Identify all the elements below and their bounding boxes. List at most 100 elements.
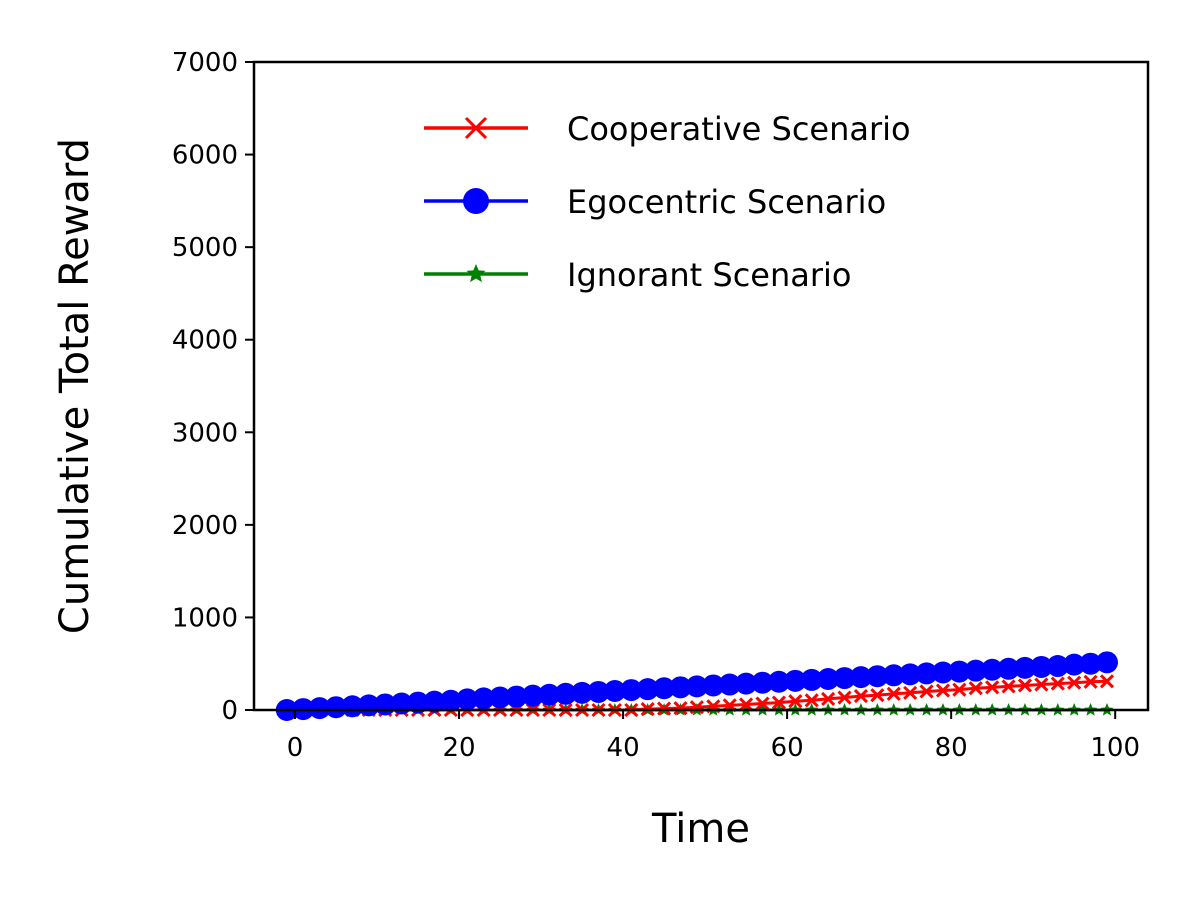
data-point	[739, 697, 754, 712]
data-point	[1001, 679, 1016, 694]
y-tick-label: 7000	[172, 48, 238, 78]
data-point	[685, 675, 708, 698]
data-point	[554, 682, 577, 705]
data-point	[1079, 652, 1102, 675]
y-tick-label: 5000	[172, 233, 238, 263]
data-point	[673, 701, 688, 716]
data-point	[657, 701, 672, 716]
data-point	[849, 666, 872, 689]
data-point	[1067, 675, 1082, 690]
data-point	[804, 693, 819, 708]
data-point	[521, 684, 544, 707]
data-point	[341, 695, 364, 718]
legend-marker	[463, 188, 489, 214]
data-point	[587, 680, 610, 703]
data-point	[964, 659, 987, 682]
data-point	[735, 672, 758, 695]
data-point	[423, 690, 446, 713]
x-tick-label: 60	[771, 733, 804, 763]
data-point	[636, 678, 659, 701]
legend-item: Ignorant Scenario	[424, 256, 851, 294]
data-point	[1013, 656, 1036, 679]
data-point	[948, 660, 971, 683]
data-point	[505, 685, 528, 708]
y-axis: 0 1000 2000 3000 4000 5000 6000 7000	[172, 48, 254, 726]
data-point	[472, 687, 495, 710]
x-tick-label: 20	[442, 733, 475, 763]
data-point	[308, 697, 331, 720]
data-point	[538, 683, 561, 706]
data-point	[931, 661, 954, 684]
y-tick-label: 4000	[172, 326, 238, 356]
data-point	[817, 667, 840, 690]
data-point	[935, 683, 951, 698]
data-point	[821, 691, 836, 706]
y-tick-label: 1000	[172, 603, 238, 633]
legend-label: Egocentric Scenario	[567, 183, 886, 221]
data-point	[952, 682, 967, 697]
data-point	[899, 663, 922, 686]
y-tick-label: 0	[221, 696, 238, 726]
data-point	[1095, 651, 1118, 674]
x-tick-label: 40	[607, 733, 640, 763]
data-point	[489, 686, 512, 709]
data-point	[755, 696, 770, 711]
data-point	[853, 689, 868, 704]
data-point	[767, 670, 790, 693]
data-point	[1030, 655, 1053, 678]
x-tick-label: 0	[287, 733, 304, 763]
legend-label: Ignorant Scenario	[567, 256, 851, 294]
data-point	[837, 690, 852, 705]
data-point	[997, 657, 1020, 680]
data-point	[1063, 653, 1086, 676]
data-point	[771, 695, 786, 710]
data-point	[669, 676, 692, 699]
x-axis: 0 20 40 60 80 100	[287, 710, 1140, 763]
y-axis-title: Cumulative Total Reward	[52, 138, 98, 634]
data-point	[919, 684, 934, 699]
data-point	[702, 674, 725, 697]
plot-frame	[252, 60, 1150, 712]
data-point	[718, 673, 741, 696]
plot-area	[275, 651, 1118, 721]
legend-label: Cooperative Scenario	[567, 110, 911, 148]
data-point	[1083, 674, 1098, 689]
data-point	[620, 679, 643, 702]
data-point	[903, 685, 918, 700]
data-point	[1034, 677, 1049, 692]
data-point	[886, 686, 901, 701]
data-point	[870, 688, 885, 703]
data-point	[833, 667, 856, 690]
data-point	[653, 677, 676, 700]
x-axis-title: Time	[651, 806, 750, 852]
data-point	[1017, 678, 1033, 693]
data-point	[751, 671, 774, 694]
x-tick-label: 80	[935, 733, 968, 763]
data-point	[866, 665, 889, 688]
y-tick-label: 2000	[172, 511, 238, 541]
data-point	[968, 681, 983, 696]
data-point	[1050, 676, 1065, 691]
data-point	[571, 681, 594, 704]
series-egocentric-scenario	[275, 651, 1118, 721]
legend-item: Cooperative Scenario	[424, 110, 911, 148]
data-point	[325, 696, 348, 719]
data-point	[603, 680, 626, 703]
x-tick-label: 100	[1090, 733, 1140, 763]
legend-marker	[466, 264, 486, 283]
data-point	[882, 664, 905, 687]
data-point	[1046, 655, 1069, 678]
data-point	[784, 669, 807, 692]
y-tick-label: 6000	[172, 141, 238, 171]
data-point	[800, 668, 823, 691]
legend-item: Egocentric Scenario	[424, 183, 886, 221]
legend: Cooperative Scenario Egocentric Scenario I…	[424, 110, 911, 294]
legend-marker	[464, 116, 488, 140]
data-point	[456, 688, 479, 711]
data-point	[407, 691, 430, 714]
data-point	[985, 680, 1000, 695]
data-point	[915, 662, 938, 685]
data-point	[788, 694, 803, 709]
y-tick-label: 3000	[172, 418, 238, 448]
